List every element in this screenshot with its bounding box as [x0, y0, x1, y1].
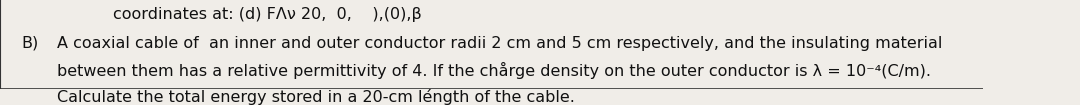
Text: A coaxial cable of  an inner and outer conductor radii 2 cm and 5 cm respectivel: A coaxial cable of an inner and outer co… [57, 36, 943, 51]
Text: B): B) [22, 36, 39, 51]
Text: between them has a relative permittivity of 4. If the chårge density on the oute: between them has a relative permittivity… [57, 62, 931, 79]
Text: Calculate the total energy stored in a 20-cm léngth of the cable.: Calculate the total energy stored in a 2… [57, 89, 575, 105]
Text: coordinates at: (d) FΛν 20,  0,    ),(0),β: coordinates at: (d) FΛν 20, 0, ),(0),β [113, 7, 422, 22]
